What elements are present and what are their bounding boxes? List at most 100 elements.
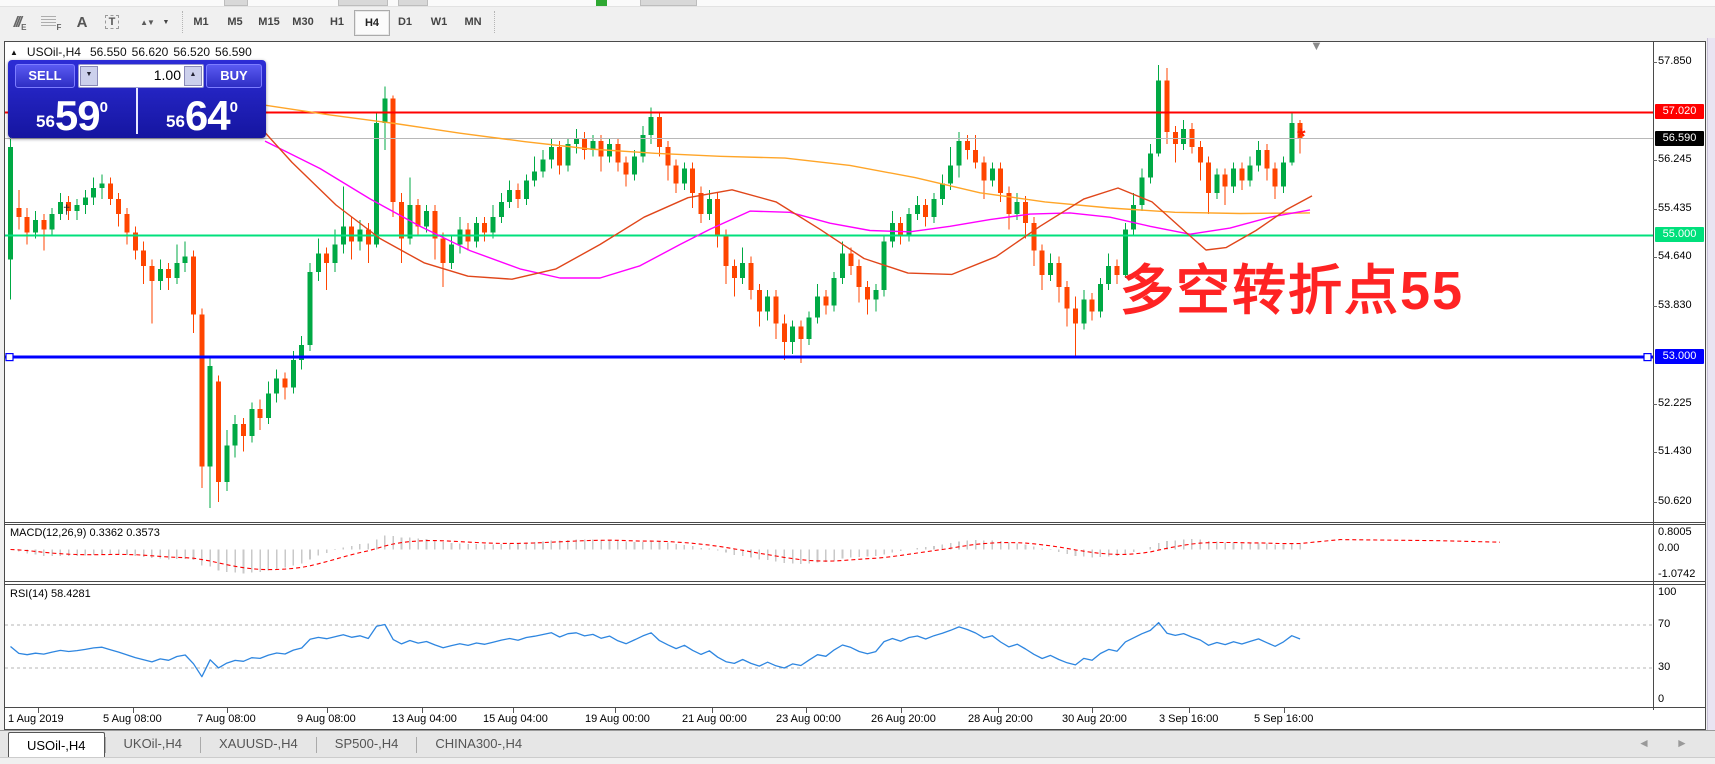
sell-price-sup: 0 [99, 99, 108, 116]
candle-body [740, 262, 746, 279]
ea-indicators-icon[interactable]: ///E [13, 13, 27, 32]
timeframe-button-m1[interactable]: M1 [193, 16, 209, 28]
candle-body [49, 214, 55, 230]
candle-body [723, 235, 729, 266]
rsi-axis-label: 100 [1658, 586, 1677, 598]
candle-body [765, 296, 771, 312]
buy-button[interactable]: BUY [206, 64, 262, 88]
timeframe-button-mn[interactable]: MN [464, 16, 482, 28]
price-line-badge-red: 57.020 [1655, 104, 1704, 119]
macd-indicator-chart[interactable] [5, 525, 1653, 581]
candle-body [82, 197, 88, 205]
panel-splitter[interactable] [4, 707, 1706, 708]
candle-body [1206, 162, 1212, 193]
candle-body [632, 156, 637, 175]
time-axis-label: 30 Aug 20:00 [1062, 713, 1127, 725]
panel-splitter[interactable] [4, 522, 1706, 523]
candle-body [1114, 265, 1120, 275]
price-axis-label: 50.620 [1658, 495, 1692, 507]
volume-value[interactable]: 1.00 [153, 67, 181, 83]
timeframe-button-w1[interactable]: W1 [430, 16, 448, 28]
grid-icon[interactable]: F [38, 10, 64, 34]
volume-decrease-button[interactable]: ▼ [80, 66, 98, 86]
arrows-objects-icon[interactable]: ▲▼ [140, 17, 155, 27]
timeframe-button-h1[interactable]: H1 [329, 16, 345, 28]
candle-body [864, 287, 870, 300]
chart-tab-ukoilh4[interactable]: UKOil-,H4 [123, 736, 183, 751]
price-divider [136, 88, 138, 134]
timeframe-button-d1[interactable]: D1 [397, 16, 413, 28]
sell-price[interactable]: 56 59 0 [8, 88, 136, 139]
upper-toolbar-fragment [0, 0, 1715, 7]
candle-body [615, 144, 621, 163]
candle-body [598, 141, 604, 157]
candle-body [274, 378, 280, 394]
candle-body [948, 165, 954, 184]
candle-body [731, 265, 737, 279]
time-axis: 1 Aug 2019 5 Aug 08:00 7 Aug 08:00 9 Aug 08… [5, 708, 1705, 729]
candle-body [332, 244, 338, 263]
chart-tab-sp500h4[interactable]: SP500-,H4 [334, 736, 399, 751]
time-axis-tick [901, 708, 902, 713]
candle-body [374, 122, 380, 245]
candle-body [715, 198, 721, 236]
candle-body [249, 408, 255, 437]
candle-body [1231, 168, 1237, 187]
price-axis-label: 55.435 [1658, 202, 1692, 214]
candle-body [1039, 250, 1045, 275]
rsi-indicator-chart[interactable] [5, 585, 1653, 707]
candle-body [840, 253, 845, 279]
chart-tab-china300h4[interactable]: CHINA300-,H4 [435, 736, 523, 751]
candle-body [8, 147, 13, 260]
timeframe-button-m30[interactable]: M30 [292, 16, 314, 28]
candle-body [415, 204, 421, 227]
candle-body [956, 141, 962, 166]
rsi-axis-label: 0 [1658, 693, 1665, 705]
trendline-handle [5, 353, 14, 362]
time-axis-label: 21 Aug 00:00 [682, 713, 747, 725]
panel-border-left [4, 41, 5, 730]
dagger-marker-icon: † [63, 202, 71, 217]
panel-splitter[interactable] [4, 524, 1706, 525]
panel-splitter[interactable] [4, 581, 1706, 582]
dropdown-caret-icon[interactable]: ▼ [162, 18, 170, 26]
symbol-name: USOil-,H4 [26, 45, 81, 59]
volume-increase-button[interactable]: ▲ [184, 66, 202, 86]
candle-body [906, 214, 912, 236]
buy-price[interactable]: 56 64 0 [138, 88, 266, 139]
right-scrollbar[interactable] [1707, 38, 1715, 764]
timeframe-button-h4[interactable]: H4 [354, 10, 390, 36]
buy-price-big: 64 [184, 92, 231, 139]
collapse-triangle-icon[interactable]: ▲ [10, 47, 18, 57]
candle-body [523, 180, 529, 199]
candle-body [191, 256, 197, 315]
time-axis-tick [712, 708, 713, 713]
candle-body [748, 262, 754, 291]
candle-body [756, 290, 762, 312]
candle-body [1048, 262, 1053, 275]
price-tick [1653, 160, 1657, 161]
chart-tab-usoilh4[interactable]: USOil-,H4 [8, 732, 105, 758]
cursor-a-icon[interactable]: A [76, 13, 88, 31]
tab-scroll-right-icon[interactable]: ► [1676, 736, 1688, 750]
timeframe-button-m15[interactable]: M15 [258, 16, 280, 28]
triangle-marker-icon: ▼ [1310, 38, 1323, 53]
macd-label: MACD(12,26,9) 0.3362 0.3573 [10, 527, 160, 539]
candle-body [1156, 80, 1162, 154]
chart-tab-xauusdh4[interactable]: XAUUSD-,H4 [219, 736, 298, 751]
time-axis-tick [806, 708, 807, 713]
tab-scroll-left-icon[interactable]: ◄ [1638, 736, 1650, 750]
candle-body [1139, 177, 1145, 205]
panel-splitter[interactable] [4, 584, 1706, 585]
timeframe-button-m5[interactable]: M5 [227, 16, 243, 28]
candle-body [1181, 128, 1187, 145]
time-axis-label: 13 Aug 04:00 [392, 713, 457, 725]
candle-body [1164, 80, 1170, 132]
text-label-icon[interactable]: T [100, 10, 124, 34]
sell-button[interactable]: SELL [15, 64, 75, 88]
price-tick [1653, 502, 1657, 503]
candle-body [349, 226, 355, 242]
candlestick-chart[interactable] [5, 42, 1653, 522]
sell-price-big: 59 [54, 92, 101, 139]
